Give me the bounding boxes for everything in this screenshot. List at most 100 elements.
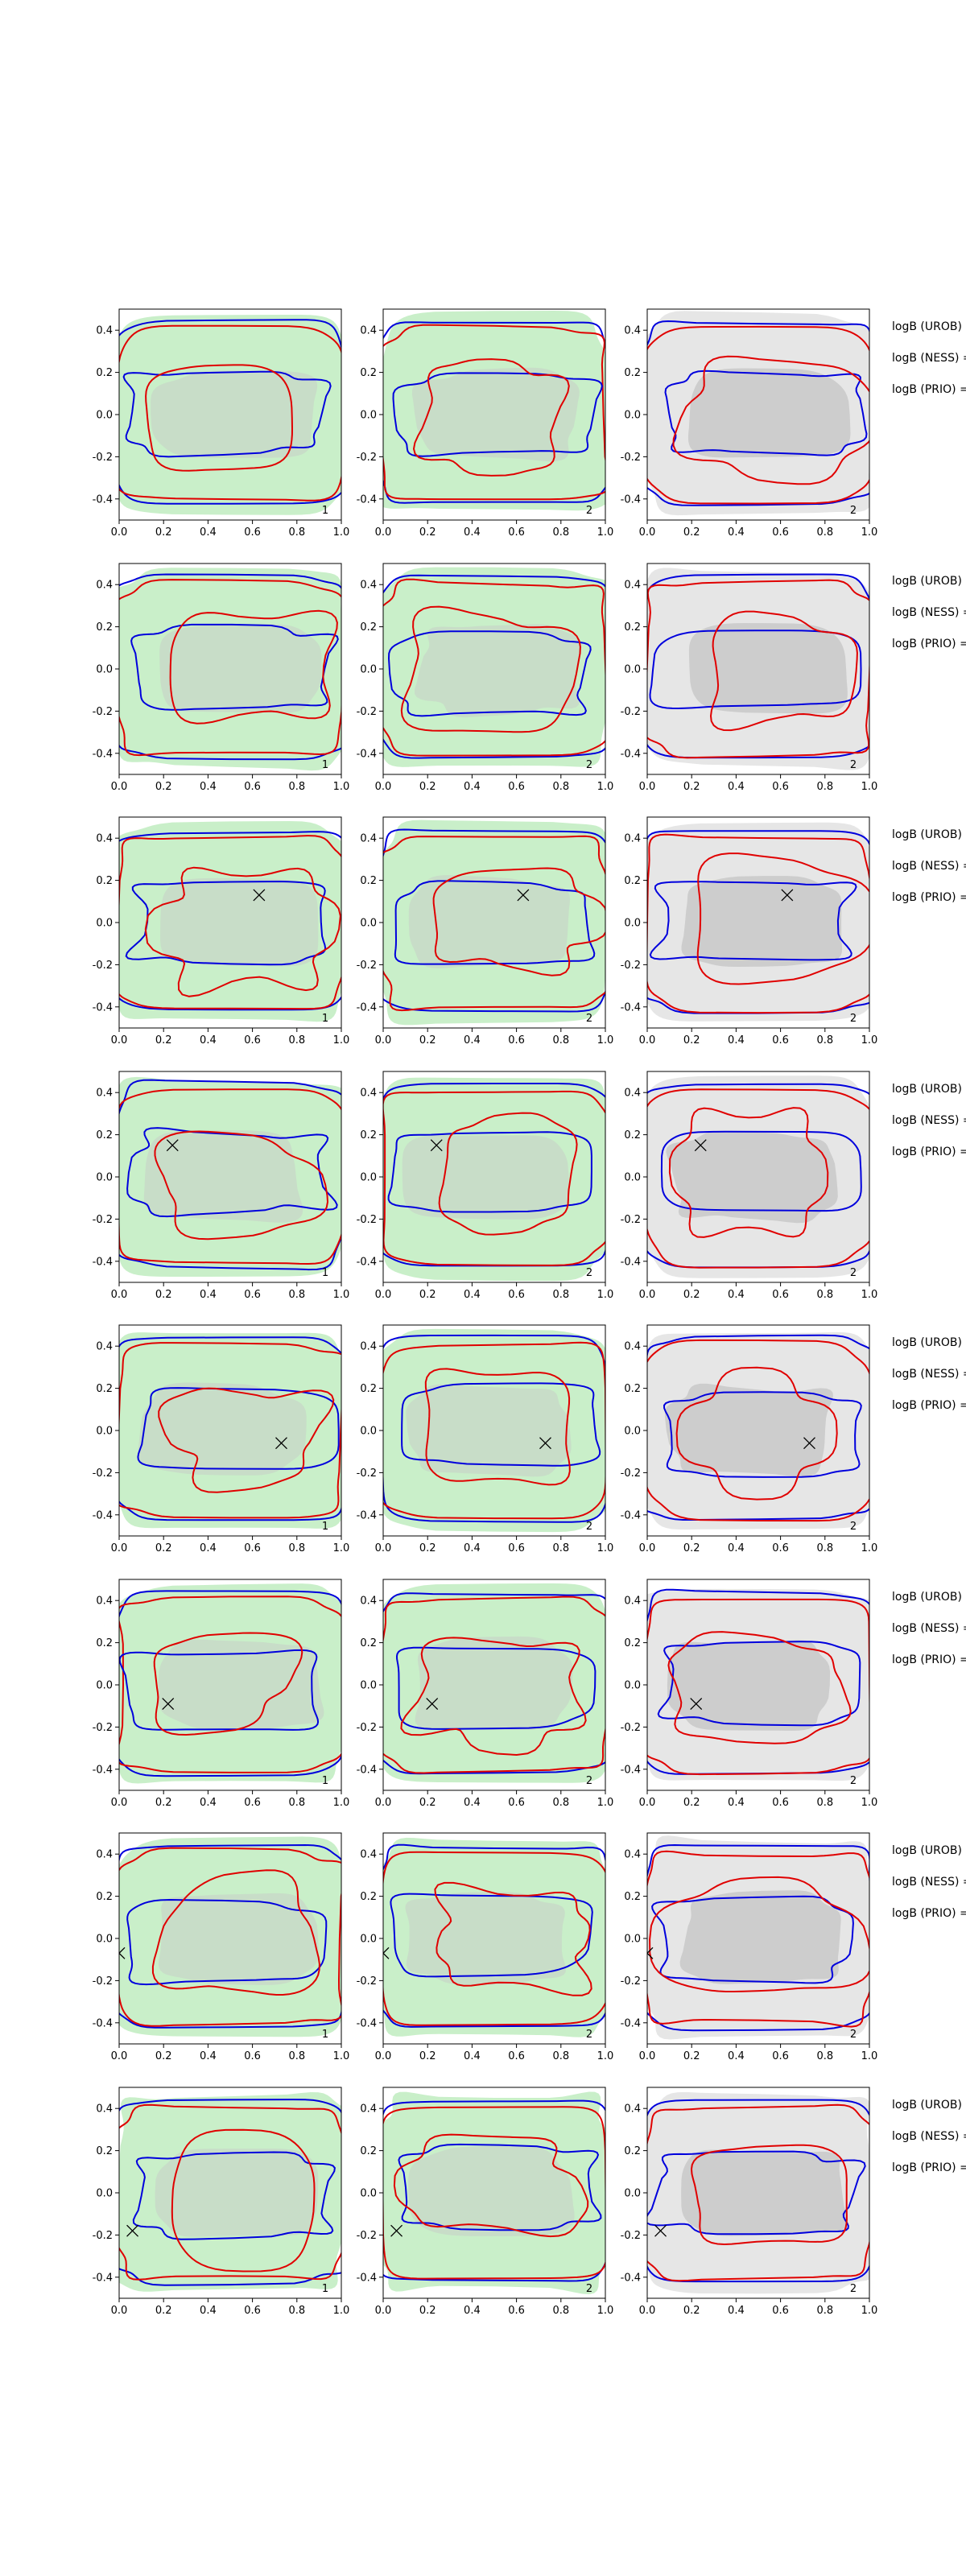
panel-index-label: 2 <box>850 2283 857 2295</box>
panel-r3-c1: 0.0 0.2 0.4 0.6 0.8 1.0 -0.4 -0.2 0.0 0.2 0.4 1 <box>93 816 350 1046</box>
panel-r2-c3: 0.0 0.2 0.4 0.6 0.8 1.0 -0.4 -0.2 0.0 0.2 0.4 2 <box>621 563 877 793</box>
row-logb-label: logB (NESS) = <box>892 606 966 619</box>
red-contour-inner <box>154 1130 329 1241</box>
plot-area <box>119 315 341 515</box>
y-tick-label: -0.4 <box>93 748 113 760</box>
x-tick-label: 0.0 <box>111 526 128 539</box>
x-tick-label: 0.0 <box>111 1289 128 1301</box>
x-tick-label: 0.6 <box>244 1034 261 1046</box>
blue-contour-inner <box>126 1898 328 1986</box>
x-tick-label: 0.4 <box>728 526 745 539</box>
x-tick-label: 0.0 <box>639 526 656 539</box>
y-tick-label: 0.0 <box>96 2188 113 2200</box>
x-tick-label: 0.8 <box>288 2050 305 2062</box>
row-logb-label: logB (UROB) = <box>892 1336 966 1349</box>
density-fill <box>383 1077 605 1282</box>
blue-contour-outer <box>647 1843 869 2032</box>
y-tick-label: 0.4 <box>624 833 641 845</box>
panel-index-label: 1 <box>322 1013 328 1025</box>
red-contour-outer <box>383 324 605 501</box>
x-tick-label: 1.0 <box>597 1797 614 1809</box>
x-tick-label: 1.0 <box>333 1797 350 1809</box>
y-tick-label: 0.4 <box>624 1341 641 1353</box>
y-tick-label: -0.4 <box>93 1509 113 1521</box>
x-tick-label: 0.6 <box>508 2050 525 2062</box>
panel-r7-c3: 0.0 0.2 0.4 0.6 0.8 1.0 -0.4 -0.2 0.0 0.2 0.4 2 <box>621 1832 877 2062</box>
y-tick-label: 0.0 <box>96 918 113 930</box>
x-tick-label: 0.6 <box>772 1542 789 1554</box>
x-tick-label: 0.8 <box>816 1034 833 1046</box>
y-tick-label: 0.2 <box>624 1891 641 1903</box>
x-tick-label: 0.2 <box>419 1034 436 1046</box>
red-contour-inner <box>412 358 570 477</box>
red-contour-inner <box>434 1881 592 1996</box>
truth-marker <box>690 1698 703 1711</box>
y-tick-label: -0.2 <box>621 706 641 718</box>
blue-contour-inner <box>137 1387 340 1470</box>
blue-contour-inner <box>657 1641 861 1727</box>
row-logb-label: logB (NESS) = <box>892 2130 966 2143</box>
y-tick-label: -0.2 <box>93 1468 113 1480</box>
y-tick-label: 0.2 <box>624 1637 641 1649</box>
y-tick-label: -0.4 <box>621 1764 641 1776</box>
x-tick-label: 0.4 <box>200 1797 217 1809</box>
y-tick-label: -0.2 <box>93 1975 113 1988</box>
red-contour-outer <box>383 1090 605 1266</box>
plot-area <box>119 1583 341 1784</box>
x-tick-label: 0.2 <box>419 1542 436 1554</box>
panel-index-label: 2 <box>850 1267 857 1279</box>
y-tick-label: -0.2 <box>621 2230 641 2242</box>
y-tick-label: 0.0 <box>624 410 641 422</box>
density-core <box>408 875 571 968</box>
y-tick-label: 0.2 <box>96 1129 113 1141</box>
density-fill <box>383 311 605 511</box>
x-tick-label: 1.0 <box>333 1542 350 1554</box>
x-tick-label: 0.8 <box>288 1034 305 1046</box>
x-tick-label: 0.0 <box>639 1289 656 1301</box>
x-tick-label: 0.0 <box>111 1542 128 1554</box>
x-tick-label: 1.0 <box>333 1034 350 1046</box>
y-tick-label: -0.4 <box>93 1256 113 1268</box>
y-tick-label: 0.2 <box>96 621 113 634</box>
x-tick-label: 0.6 <box>244 2305 261 2317</box>
panel-index-label: 2 <box>850 759 857 771</box>
x-tick-label: 0.0 <box>375 1289 392 1301</box>
x-tick-label: 0.2 <box>155 1289 172 1301</box>
plot-area <box>383 311 605 511</box>
blue-contour-outer <box>119 2099 341 2286</box>
row-logb-label: logB (PRIO) = <box>892 2161 966 2174</box>
y-tick-label: -0.2 <box>357 1722 377 1734</box>
y-tick-label: -0.4 <box>357 493 377 506</box>
x-tick-label: 0.2 <box>155 526 172 539</box>
panel-r2-c2: 0.0 0.2 0.4 0.6 0.8 1.0 -0.4 -0.2 0.0 0.2 0.4 2 <box>357 563 613 793</box>
y-tick-label: 0.2 <box>96 367 113 379</box>
y-tick-label: 0.0 <box>624 918 641 930</box>
density-core <box>408 2145 575 2236</box>
plot-area <box>647 822 869 1022</box>
plot-area <box>119 1836 341 2037</box>
x-tick-label: 0.8 <box>552 2305 569 2317</box>
panel-r5-c1: 0.0 0.2 0.4 0.6 0.8 1.0 -0.4 -0.2 0.0 0.2 0.4 1 <box>93 1324 350 1554</box>
x-tick-label: 0.8 <box>288 2305 305 2317</box>
plot-area <box>647 1588 869 1781</box>
blue-contour-inner <box>130 623 339 711</box>
x-tick-label: 0.4 <box>200 526 217 539</box>
y-tick-label: -0.2 <box>93 1214 113 1226</box>
density-core <box>687 368 851 458</box>
y-tick-label: -0.4 <box>621 1509 641 1521</box>
plot-area <box>383 819 605 1026</box>
y-tick-label: -0.4 <box>357 748 377 760</box>
y-tick-label: -0.2 <box>357 960 377 972</box>
red-contour-inner <box>158 1387 335 1493</box>
x-tick-label: 0.4 <box>728 781 745 793</box>
y-tick-label: 0.2 <box>360 2145 377 2157</box>
y-tick-label: 0.4 <box>360 1341 377 1353</box>
x-tick-label: 0.6 <box>772 1034 789 1046</box>
x-tick-label: 0.2 <box>683 2305 700 2317</box>
y-tick-label: -0.2 <box>357 1975 377 1988</box>
x-tick-label: 0.2 <box>683 1542 700 1554</box>
y-tick-label: 0.2 <box>624 621 641 634</box>
x-tick-label: 1.0 <box>333 2050 350 2062</box>
density-fill <box>383 1583 605 1783</box>
y-tick-label: 0.2 <box>360 1129 377 1141</box>
